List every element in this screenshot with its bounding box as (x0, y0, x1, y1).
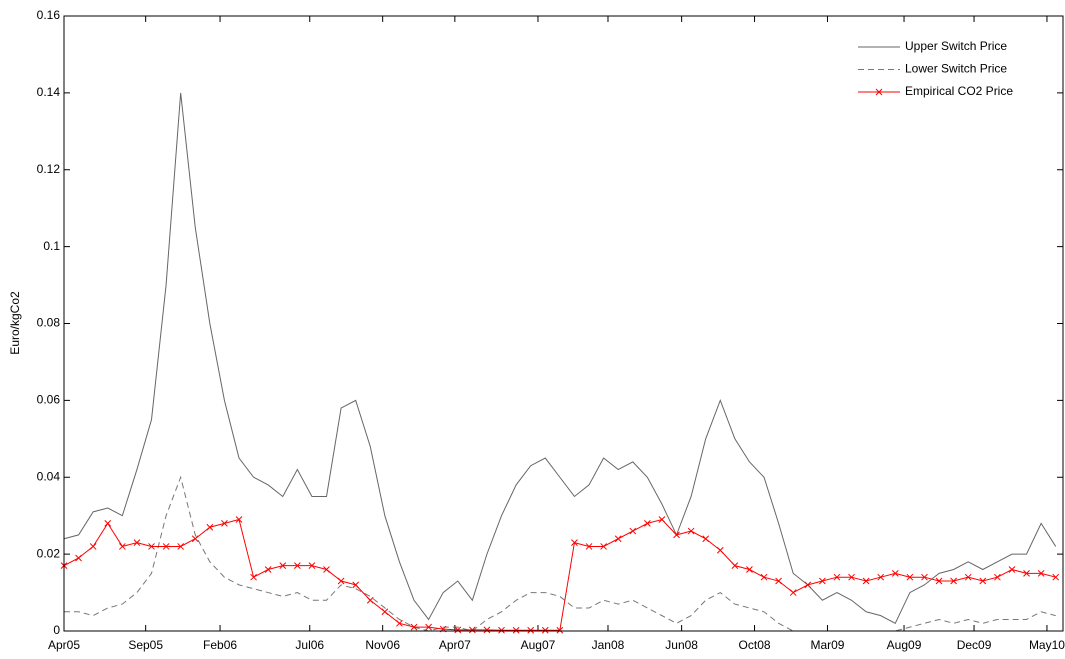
data-point (221, 520, 228, 527)
x-tick-label: Jun08 (665, 638, 698, 652)
data-point (89, 543, 97, 550)
legend-marker (875, 88, 883, 96)
data-point (571, 539, 578, 546)
y-tick-label: 0.06 (37, 393, 61, 407)
plot-frame (63, 15, 1064, 632)
data-point (804, 581, 812, 589)
y-tick-label: 0.08 (37, 316, 61, 330)
data-point (512, 626, 520, 634)
x-tick-label: Jul06 (295, 638, 324, 652)
data-point (235, 516, 243, 523)
data-point (921, 573, 928, 581)
data-point (454, 626, 462, 634)
data-point (293, 562, 301, 570)
data-point (1023, 569, 1030, 577)
data-point (556, 626, 564, 634)
data-point (323, 566, 330, 573)
x-tick-label: Aug09 (887, 638, 922, 652)
data-point (148, 543, 155, 550)
x-tick-label: Sep05 (128, 638, 163, 652)
data-point (425, 623, 432, 631)
data-point (979, 577, 987, 585)
data-point (687, 527, 695, 535)
data-point (381, 608, 389, 616)
data-point (352, 581, 360, 589)
y-tick-label: 0.12 (37, 162, 61, 176)
y-tick-label: 0 (53, 623, 60, 637)
data-point (950, 577, 957, 585)
x-tick-label: Apr07 (439, 638, 471, 652)
data-point (177, 543, 185, 550)
data-point (600, 543, 607, 550)
legend-label: Lower Switch Price (905, 62, 1007, 76)
data-point (702, 535, 710, 543)
data-point (629, 527, 637, 535)
data-point (994, 573, 1001, 581)
x-tick-label: Mar09 (810, 638, 844, 652)
data-point (527, 626, 535, 634)
data-point (935, 577, 943, 585)
x-tick-label: May10 (1029, 638, 1065, 652)
data-point (250, 573, 257, 581)
data-point (206, 523, 214, 531)
data-point (1008, 566, 1016, 573)
x-tick-label: Dec09 (957, 638, 992, 652)
y-tick-label: 0.1 (43, 239, 60, 253)
data-point (498, 626, 505, 634)
y-tick-label: 0.04 (37, 469, 61, 483)
data-point (906, 573, 914, 581)
data-point (308, 562, 316, 570)
data-point (396, 619, 403, 627)
y-tick-label: 0.14 (37, 85, 61, 99)
data-point (104, 520, 112, 527)
y-tick-label: 0.02 (37, 546, 61, 560)
data-point (673, 531, 680, 539)
legend-label: Empirical CO2 Price (905, 84, 1013, 98)
data-point (789, 589, 797, 596)
data-point (483, 626, 491, 634)
data-point (133, 539, 141, 546)
data-point (775, 577, 782, 585)
data-point (877, 573, 885, 581)
data-point (1037, 569, 1045, 577)
legend-label: Upper Switch Price (905, 39, 1007, 53)
data-point (862, 577, 870, 585)
data-point (191, 535, 199, 543)
data-point (848, 573, 855, 581)
data-point (746, 566, 753, 573)
y-tick-label: 0.16 (37, 8, 61, 22)
data-point (891, 569, 899, 577)
data-point (118, 543, 126, 550)
data-point (614, 535, 622, 543)
data-point (585, 543, 593, 550)
x-tick-label: Apr05 (48, 638, 80, 652)
data-point (75, 554, 82, 562)
data-point (366, 596, 374, 604)
y-axis-label: Euro/kgCo2 (8, 291, 22, 355)
data-point (264, 566, 272, 573)
series-line (63, 92, 1057, 624)
x-tick-label: Aug07 (521, 638, 556, 652)
data-point (410, 623, 418, 631)
data-point (644, 520, 651, 527)
x-tick-label: Feb06 (203, 638, 237, 652)
data-point (337, 577, 345, 585)
x-tick-label: Oct08 (739, 638, 771, 652)
data-point (760, 573, 768, 581)
data-point (819, 577, 826, 585)
data-point (658, 516, 666, 523)
data-point (716, 546, 724, 554)
x-tick-label: Jan08 (592, 638, 625, 652)
data-point (162, 543, 170, 550)
data-point (964, 573, 972, 581)
data-point (731, 562, 739, 570)
data-point (541, 626, 549, 634)
data-point (833, 573, 841, 581)
data-point (1052, 573, 1060, 581)
data-point (279, 562, 287, 570)
data-point (468, 626, 476, 634)
x-tick-label: Nov06 (365, 638, 400, 652)
